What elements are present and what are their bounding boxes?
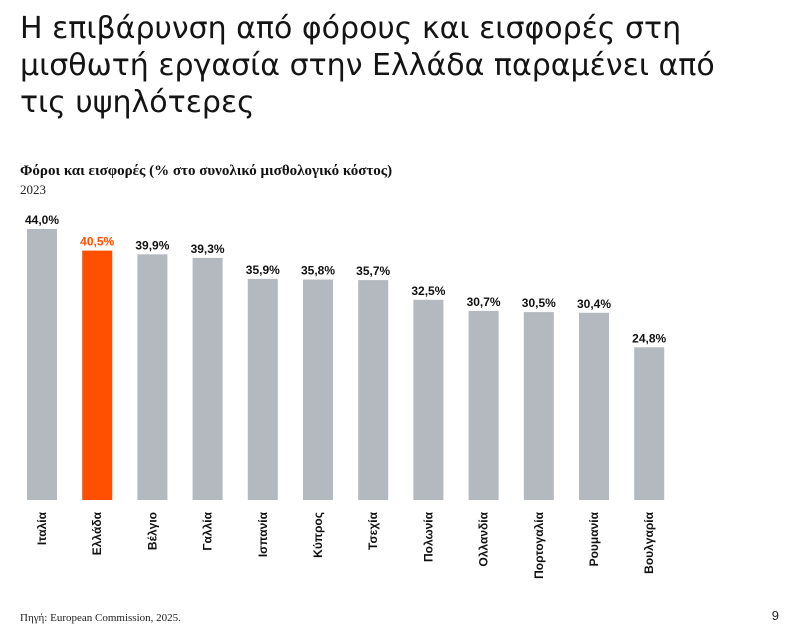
category-label-7: Τσεχία	[366, 511, 380, 550]
value-label-3: 39,9%	[135, 238, 169, 252]
category-label-6: Κύπρος	[311, 512, 325, 558]
value-label-7: 35,7%	[356, 264, 390, 278]
value-label-8: 32,5%	[411, 284, 445, 298]
bar-6	[303, 279, 333, 500]
bar-1	[27, 229, 57, 500]
value-label-5: 35,9%	[246, 263, 280, 277]
category-label-5: Ισπανία	[256, 511, 270, 557]
chart-title: Φόροι και εισφορές (% στο συνολικό μισθο…	[20, 163, 393, 179]
category-label-8: Πολωνία	[421, 511, 435, 562]
value-label-12: 24,8%	[632, 331, 666, 345]
value-label-11: 30,4%	[577, 297, 611, 311]
bar-2	[82, 250, 113, 500]
category-label-4: Γαλλία	[201, 511, 215, 550]
bar-12	[634, 347, 665, 500]
bar-10	[523, 312, 554, 500]
category-label-3: Βέλγιο	[145, 512, 159, 550]
category-label-10: Πορτογαλία	[532, 511, 546, 578]
category-label-2: Ελλάδα	[90, 511, 104, 555]
bar-9	[468, 310, 499, 500]
page-number: 9	[771, 608, 779, 623]
bar-3	[137, 254, 168, 500]
category-label-12: Βουλγαρία	[642, 511, 656, 573]
bar-4	[192, 257, 223, 500]
bar-11	[579, 312, 609, 500]
headline: Η επιβάρυνση από φόρους και εισφορές στη…	[20, 11, 715, 120]
bar-7	[358, 280, 389, 500]
value-label-2: 40,5%	[80, 235, 114, 249]
source-note: Πηγή: European Commission, 2025.	[20, 612, 181, 624]
value-label-6: 35,8%	[301, 264, 335, 278]
value-label-10: 30,5%	[522, 296, 556, 310]
value-label-9: 30,7%	[467, 295, 501, 309]
bar-8	[413, 299, 444, 500]
category-label-11: Ρουμανία	[587, 511, 601, 566]
value-label-4: 39,3%	[191, 242, 225, 256]
category-label-1: Ιταλία	[35, 511, 49, 545]
bar-5	[247, 278, 278, 500]
value-label-1: 44,0%	[25, 213, 59, 227]
chart-subtitle: 2023	[20, 182, 46, 197]
category-label-9: Ολλανδία	[477, 511, 491, 566]
